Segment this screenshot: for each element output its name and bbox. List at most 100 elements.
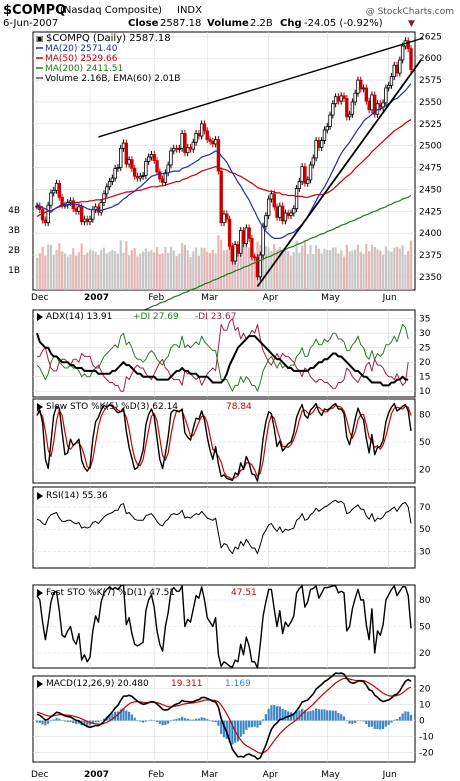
macd-histogram-bar (348, 720, 351, 724)
price-candle (82, 218, 87, 223)
macd-tick-label: 0 (419, 717, 425, 727)
volume-bar (292, 252, 295, 290)
macd-histogram-bar (49, 720, 53, 722)
price-candle (384, 87, 388, 104)
volume-bar (178, 253, 181, 290)
price-legend-icon: ▣ (36, 34, 44, 43)
macd-histogram-bar (373, 720, 376, 729)
x-tick-label-bottom: May (321, 770, 340, 780)
price-candle (149, 154, 154, 158)
slow-sto-panel: 20 50 80 Slow STO %K(5) %D(3) 62.14 78.84 (32, 398, 431, 484)
x-tick-label-bottom: Jun (382, 770, 397, 780)
volume-bar (55, 250, 58, 290)
price-candle (225, 213, 229, 220)
macd-histogram-bar (298, 710, 301, 721)
volume-bar (407, 250, 410, 290)
price-candle (216, 139, 221, 172)
change-value: -24.05 (-0.92%) (304, 18, 383, 29)
volume-bar (236, 251, 240, 290)
index-name: (Nasdaq Composite) (60, 5, 162, 16)
price-candle (141, 175, 145, 177)
macd-histogram-bar (278, 706, 281, 721)
volume-bar (298, 252, 301, 290)
volume-bar (342, 256, 346, 290)
volume-bar (356, 244, 360, 290)
adx-tick-label: 20 (419, 358, 431, 368)
x-tick-label-bottom: Mar (201, 770, 218, 780)
volume-bar (393, 247, 396, 290)
volume-bar (35, 258, 39, 290)
price-candle (116, 167, 120, 169)
slow-sto-tick-label: 80 (419, 411, 431, 421)
macd-histogram-bar (381, 720, 385, 730)
rsi-tick-label: 30 (419, 547, 431, 557)
volume-bar (287, 251, 290, 290)
volume-bar (94, 251, 97, 290)
volume-bar (158, 254, 161, 290)
macd-histogram-bar (390, 720, 393, 723)
price-candle (345, 98, 349, 118)
volume-bar (61, 251, 64, 290)
macd-histogram-bar (292, 712, 295, 721)
macd-histogram-bar (200, 717, 203, 721)
volume-bar (144, 248, 147, 290)
x-tick-label-bottom: Feb (148, 770, 164, 780)
x-tick-label-bottom: Dec (31, 770, 48, 780)
price-panel-frame (32, 31, 416, 291)
macd-histogram-bar (376, 720, 379, 730)
price-candle (180, 133, 184, 149)
fast-sto-panel: 20 50 80 Fast STO %K(7) %D(1) 47.51 47.51 (32, 584, 431, 669)
macd-histogram-bar (208, 720, 212, 721)
price-candle (163, 172, 168, 183)
volume-bar (370, 244, 374, 290)
legend-play-icon (37, 492, 43, 500)
volume-bar (88, 249, 92, 290)
volume-bar (97, 255, 100, 290)
macd-histogram-bar (259, 720, 262, 726)
volume-bar (189, 257, 192, 290)
price-candle (253, 256, 257, 259)
macd-histogram-legend: 1.169 (225, 679, 251, 689)
volume-bar (211, 249, 214, 290)
volume-bar (281, 249, 284, 290)
macd-histogram-bar (206, 719, 209, 721)
price-candle (361, 87, 366, 90)
price-candle (91, 209, 95, 220)
change-down-icon: ▼ (408, 19, 415, 29)
volume-bar (248, 247, 251, 290)
volume-bar (239, 241, 242, 290)
volume-bar (381, 254, 385, 290)
price-candle (211, 140, 215, 145)
price-candle (297, 181, 302, 189)
volume-bar (116, 253, 120, 290)
price-candle (124, 142, 129, 165)
volume-bar (368, 251, 371, 290)
volume-bar (228, 241, 231, 290)
volume-bar (86, 252, 89, 290)
volume-bar (133, 248, 136, 290)
macd-signal-legend: 19.311 (171, 679, 203, 689)
macd-tick-label: 20 (419, 685, 431, 695)
price-candle (191, 141, 195, 150)
x-tick-label-top: Jun (382, 293, 397, 303)
macd-histogram-bar (217, 720, 220, 726)
x-tick-label-bottom: Apr (263, 770, 279, 780)
price-candle (311, 157, 316, 166)
price-candle (194, 133, 198, 143)
macd-histogram-bar (167, 720, 170, 724)
price-candle (166, 164, 170, 174)
macd-panel: -20 -10 0 10 20 MACD(12,26,9) 20.480 19.311 1.1… (32, 672, 434, 763)
price-candle (364, 87, 369, 102)
volume-bar (317, 248, 320, 290)
macd-histogram-bar (97, 720, 100, 723)
price-candle (132, 168, 137, 177)
volume-bar (47, 244, 50, 290)
macd-histogram-bar (303, 710, 307, 721)
x-tick-label-top: Dec (31, 293, 48, 303)
fast-sto-tick-label: 20 (419, 649, 431, 659)
volume-bar (379, 250, 382, 290)
price-candle (272, 193, 276, 208)
price-candle (386, 84, 391, 89)
macd-histogram-bar (393, 719, 396, 721)
